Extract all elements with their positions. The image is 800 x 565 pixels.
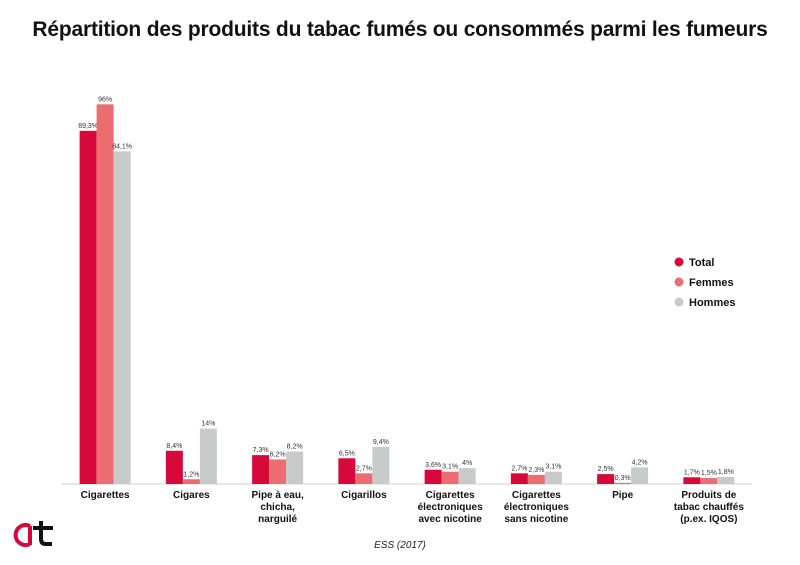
legend-label-hommes: Hommes	[689, 297, 735, 309]
bar-total-2	[252, 455, 270, 484]
value-label-hommes-1: 14%	[201, 421, 215, 428]
bar-femmes-6	[614, 482, 632, 484]
category-label-5: Cigarettes électroniques sans nicotine	[504, 490, 569, 525]
bar-total-6	[597, 474, 615, 484]
bar-femmes-4	[441, 471, 459, 484]
bar-hommes-3	[372, 446, 390, 484]
value-label-hommes-2: 8,2%	[287, 444, 303, 451]
value-label-total-6: 2,5%	[598, 466, 614, 473]
bar-femmes-7	[700, 478, 718, 484]
bar-hommes-2	[286, 451, 304, 484]
value-label-total-7: 1,7%	[684, 469, 700, 476]
source-note: ESS (2017)	[374, 540, 426, 551]
value-label-femmes-2: 6,2%	[270, 451, 286, 458]
category-label-4: Cigarettes électroniques avec nicotine	[418, 490, 483, 525]
bar-femmes-3	[355, 473, 373, 484]
value-label-total-2: 7,3%	[253, 447, 269, 454]
value-label-total-0: 89,3%	[78, 123, 98, 130]
bar-total-0	[79, 130, 97, 485]
value-label-hommes-0: 84,1%	[112, 143, 132, 150]
value-label-total-1: 8,4%	[166, 443, 182, 450]
category-label-0: Cigarettes	[81, 490, 130, 501]
bar-total-7	[683, 477, 701, 484]
bar-total-5	[510, 473, 528, 484]
value-label-femmes-3: 2,7%	[356, 465, 372, 472]
bar-hommes-5	[544, 471, 562, 484]
chart-title: Répartition des produits du tabac fumés …	[32, 18, 768, 41]
bar-hommes-6	[631, 467, 649, 484]
value-label-femmes-6: 0,3%	[615, 475, 631, 482]
value-label-hommes-3: 9,4%	[373, 439, 389, 446]
value-label-femmes-4: 3,1%	[442, 464, 458, 471]
value-label-femmes-1: 1,2%	[183, 471, 199, 478]
value-label-hommes-5: 3,1%	[545, 464, 561, 471]
value-label-total-4: 3,6%	[425, 462, 441, 469]
legend-marker-femmes	[674, 277, 684, 287]
bar-total-1	[165, 450, 183, 484]
value-label-total-3: 6,5%	[339, 450, 355, 457]
bar-femmes-5	[527, 474, 545, 484]
category-label-1: Cigares	[173, 490, 210, 501]
legend-label-total: Total	[689, 257, 714, 269]
brand-logo	[13, 521, 53, 547]
bar-hommes-7	[717, 476, 735, 484]
bar-femmes-1	[182, 479, 200, 484]
bar-femmes-2	[269, 459, 287, 484]
bar-hommes-4	[458, 468, 476, 484]
value-label-total-5: 2,7%	[511, 465, 527, 472]
category-label-2: Pipe à eau, chicha, narguilé	[252, 490, 304, 525]
category-label-7: Produits de tabac chauffés (p.ex. IQOS)	[674, 490, 744, 525]
value-label-femmes-7: 1,5%	[701, 470, 717, 477]
bar-total-4	[424, 469, 442, 484]
logo-t-shape	[33, 521, 53, 546]
bar-femmes-0	[96, 104, 114, 484]
legend-marker-total	[674, 257, 684, 267]
value-label-hommes-6: 4,2%	[632, 459, 648, 466]
bar-hommes-0	[113, 151, 131, 484]
legend-marker-hommes	[674, 297, 684, 307]
category-label-6: Pipe	[612, 490, 634, 501]
value-label-hommes-4: 4%	[462, 460, 472, 467]
value-label-femmes-0: 96%	[98, 96, 112, 103]
value-label-hommes-7: 1,8%	[718, 469, 734, 476]
value-label-femmes-5: 2,3%	[528, 467, 544, 474]
category-label-3: Cigarillos	[341, 490, 387, 501]
logo-a-shape	[13, 523, 32, 547]
legend-label-femmes: Femmes	[689, 277, 734, 289]
bar-hommes-1	[199, 428, 217, 484]
bar-total-3	[338, 458, 356, 484]
